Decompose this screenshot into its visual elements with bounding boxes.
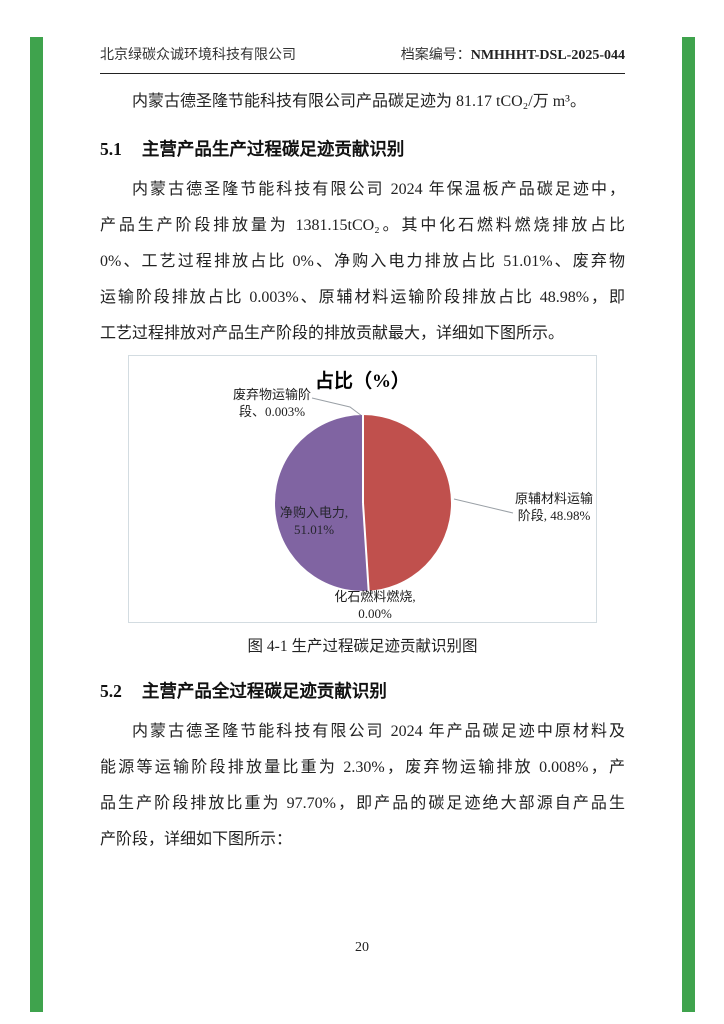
paragraph-line: 能源等运输阶段排放量比重为 2.30%，废弃物运输排放 0.008%，产	[100, 759, 625, 776]
paragraph-line: 内蒙古德圣隆节能科技有限公司 2024 年保温板产品碳足迹中，	[132, 181, 625, 198]
section-5-2-title: 主营产品全过程碳足迹贡献识别	[141, 681, 387, 701]
section-5-2-heading: 5.2 主营产品全过程碳足迹贡献识别	[100, 678, 625, 703]
section-5-2-number: 5.2	[100, 681, 122, 701]
pie-label-fossil-fuel: 化石燃料燃烧, 0.00%	[334, 589, 416, 621]
paragraph-line: 工艺过程排放对产品生产阶段的排放贡献最大，详细如下图所示。	[100, 325, 565, 342]
pie-label-raw-material-transport: 原辅材料运输 阶段, 48.98%	[514, 491, 593, 523]
paragraph-line: 品生产阶段排放比重为 97.70%，即产品的碳足迹绝大部源自产品生	[100, 795, 625, 812]
section-5-1-paragraph: 内蒙古德圣隆节能科技有限公司 2024 年保温板产品碳足迹中， 产品生产阶段排放…	[100, 172, 625, 352]
pie-chart-figure: 占比（%） 废弃物运输阶 段、0.003% 原辅材料运输 阶段, 48.98% …	[128, 355, 597, 623]
pie-label-waste-transport: 废弃物运输阶 段、0.003%	[232, 387, 311, 419]
pie-slice-divider-top	[362, 415, 364, 503]
paragraph-line: 产品生产阶段排放量为 1381.15tCO₂。其中化石燃料燃烧排放占比	[100, 217, 625, 234]
paragraph-line: 运输阶段排放占比 0.003%、原辅材料运输阶段排放占比 48.98%，即	[100, 289, 625, 306]
header-doc-number-group: 档案编号：NMHHHT-DSL-2025-044	[401, 44, 625, 64]
label-leader-lines	[311, 397, 514, 514]
header-doc-number: NMHHHT-DSL-2025-044	[470, 48, 625, 63]
section-5-1-number: 5.1	[100, 139, 122, 159]
page-header: 北京绿碳众诚环境科技有限公司 档案编号：NMHHHT-DSL-2025-044	[100, 44, 625, 74]
page-number: 20	[355, 940, 369, 955]
paragraph-line: 产阶段，详细如下图所示：	[100, 831, 293, 848]
right-decor-bar	[682, 37, 695, 1012]
header-doc-label: 档案编号：	[400, 48, 471, 63]
section-5-1-heading: 5.1 主营产品生产过程碳足迹贡献识别	[100, 136, 625, 161]
pie-chart	[275, 415, 451, 591]
pie-label-purchased-electricity: 净购入电力, 51.01%	[279, 505, 349, 537]
left-decor-bar	[30, 37, 43, 1012]
intro-paragraph: 内蒙古德圣隆节能科技有限公司产品碳足迹为 81.17 tCO₂/万 m³。	[132, 93, 586, 110]
paragraph-line: 0%、工艺过程排放占比 0%、净购入电力排放占比 51.01%、废弃物	[100, 253, 625, 270]
paragraph-line: 内蒙古德圣隆节能科技有限公司 2024 年产品碳足迹中原材料及	[132, 723, 625, 740]
section-5-2-paragraph: 内蒙古德圣隆节能科技有限公司 2024 年产品碳足迹中原材料及 能源等运输阶段排…	[100, 714, 625, 858]
chart-title: 占比（%）	[314, 371, 410, 392]
header-company-name: 北京绿碳众诚环境科技有限公司	[100, 48, 296, 63]
figure-caption: 图 4-1 生产过程碳足迹贡献识别图	[247, 638, 478, 655]
section-5-1-title: 主营产品生产过程碳足迹贡献识别	[141, 139, 405, 159]
